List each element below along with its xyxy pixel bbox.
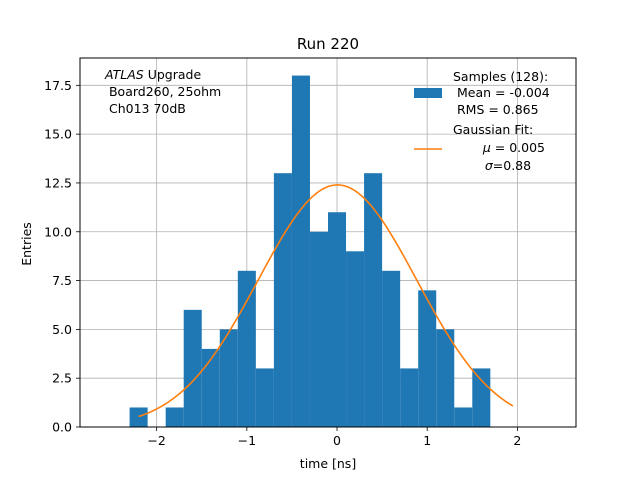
y-tick-label: 0.0 [52, 420, 72, 435]
annotation-line-3: Ch013 70dB [105, 101, 186, 116]
histogram-bar [436, 329, 455, 427]
legend-sigma-value: =0.88 [493, 158, 531, 173]
histogram-bar [364, 173, 383, 427]
legend-fit-title: Gaussian Fit: [453, 122, 533, 137]
legend-sigma-symbol: σ [485, 158, 494, 173]
histogram-bar [400, 368, 419, 427]
legend-samples-rms: RMS = 0.865 [453, 102, 539, 117]
histogram-bar [201, 348, 220, 427]
legend-fit-sigma: σ=0.88 [457, 158, 551, 173]
legend-mu-symbol: μ [482, 140, 491, 155]
plot-annotation: ATLAS Upgrade Board260, 25ohm Ch013 70dB [104, 67, 221, 116]
legend-samples-title: Samples (128): [453, 69, 548, 84]
x-tick-label: −2 [147, 433, 165, 448]
histogram-bar [255, 368, 274, 427]
histogram-bar [454, 407, 473, 427]
histogram-bar [237, 270, 256, 427]
histogram-bars [129, 75, 491, 428]
legend-samples-mean: Mean = -0.004 [453, 85, 550, 100]
legend-samples-swatch [414, 88, 442, 98]
histogram-bar [346, 251, 365, 427]
x-tick-label: 1 [423, 433, 431, 448]
y-tick-label: 15.0 [44, 127, 72, 142]
legend-fit-mu: μ = 0.005 [455, 140, 565, 155]
y-axis-title: Entries [19, 222, 34, 266]
histogram-bar [382, 270, 401, 427]
y-tick-label: 7.5 [52, 273, 72, 288]
histogram-bar [273, 173, 292, 427]
chart-title: Run 220 [297, 35, 359, 53]
annotation-line-1: ATLAS Upgrade [104, 67, 201, 82]
annotation-line-2: Board260, 25ohm [105, 84, 221, 99]
gaussian-fit-curve [138, 184, 514, 418]
x-tick-label: 0 [333, 433, 341, 448]
legend-mu-value: = 0.005 [491, 140, 545, 155]
histogram-bar [165, 407, 184, 427]
legend: Samples (128): Mean = -0.004 RMS = 0.865… [414, 69, 565, 173]
histogram-bar [291, 75, 310, 428]
histogram-bar [219, 329, 238, 427]
y-tick-label: 17.5 [44, 78, 72, 93]
histogram-bar [183, 309, 202, 427]
histogram-bar [129, 407, 148, 427]
axis-ticks: −2 −1 0 1 2 0.0 2.5 5.0 7.5 10.0 12.5 15.0 17.5 [44, 78, 521, 448]
histogram-bar [309, 231, 328, 427]
x-tick-label: −1 [238, 433, 256, 448]
y-tick-label: 5.0 [52, 322, 72, 337]
y-tick-label: 2.5 [52, 371, 72, 386]
annotation-experiment-suffix: Upgrade [144, 67, 202, 82]
histogram-bar [328, 212, 347, 427]
plot-frame [79, 57, 577, 428]
y-tick-label: 10.0 [44, 224, 72, 239]
y-tick-label: 12.5 [44, 175, 72, 190]
histogram-bar [418, 290, 437, 427]
histogram-bar [472, 368, 491, 427]
x-axis-title: time [ns] [300, 456, 356, 471]
x-tick-label: 2 [513, 433, 521, 448]
annotation-experiment: ATLAS [104, 67, 144, 82]
